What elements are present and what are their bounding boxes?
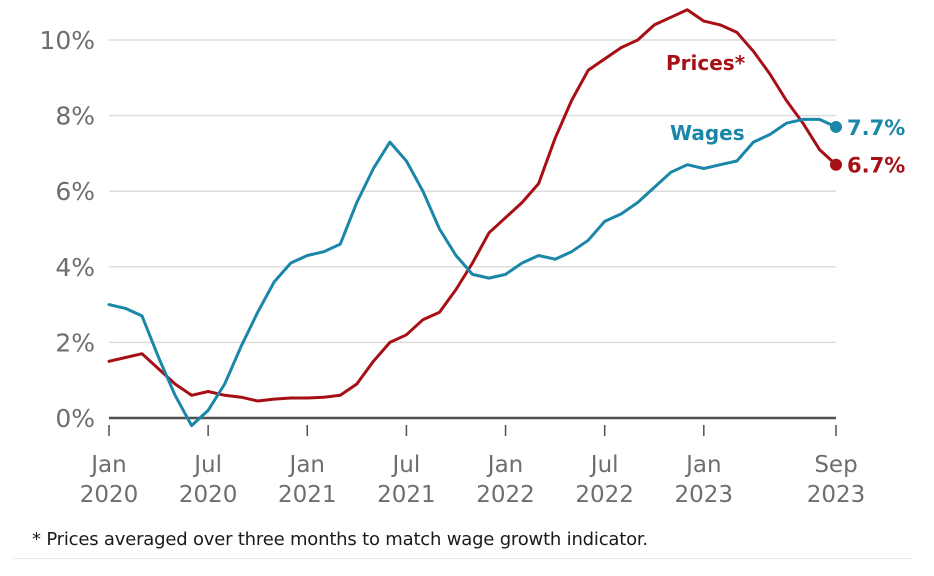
- gridlines: [109, 39, 836, 420]
- y-tick-label: 10%: [39, 26, 95, 55]
- x-tick-label-month: Jul: [391, 452, 421, 478]
- x-tick-label-month: Jan: [684, 452, 721, 478]
- x-tick-label-month: Jan: [288, 452, 325, 478]
- wages-end-value-label: 7.7%: [847, 116, 905, 140]
- bottom-divider: [13, 558, 912, 559]
- y-tick-label: 4%: [55, 253, 95, 282]
- prices-end-marker: [830, 158, 842, 171]
- wages-line: [107, 117, 838, 428]
- y-tick-label: 2%: [55, 328, 95, 357]
- x-tick-label-year: 2022: [476, 482, 535, 508]
- x-tick-label-year: 2023: [675, 482, 734, 508]
- y-tick-label: 8%: [55, 102, 95, 131]
- wages-series-label: Wages: [670, 121, 745, 145]
- y-tick-label: 0%: [55, 404, 95, 433]
- wages-end-marker: [830, 120, 842, 133]
- x-tick-label-year: 2020: [80, 482, 139, 508]
- y-tick-label: 6%: [55, 177, 95, 206]
- x-tick-label-year: 2022: [575, 482, 634, 508]
- x-tick-label-month: Jul: [589, 452, 619, 478]
- x-tick-label-month: Sep: [814, 452, 857, 478]
- series-labels: Prices* Wages: [666, 51, 746, 145]
- x-tick-label-year: 2021: [377, 482, 436, 508]
- prices-line: [107, 8, 838, 403]
- x-tick-label-year: 2023: [807, 482, 866, 508]
- x-tick-label-year: 2020: [179, 482, 238, 508]
- footnote: * Prices averaged over three months to m…: [32, 529, 648, 550]
- x-tick-label-month: Jan: [486, 452, 523, 478]
- prices-end-value-label: 6.7%: [847, 154, 905, 178]
- x-tick-label-month: Jul: [192, 452, 222, 478]
- x-axis: Jan 2020 Jul 2020 Jan 2021 Jul 2021 Jan 2022 Jul 20…: [80, 425, 866, 508]
- x-tick-label-year: 2021: [278, 482, 337, 508]
- series-lines: 6.7% 7.7%: [107, 8, 905, 428]
- y-axis: 0% 2% 4% 6% 8% 10%: [39, 26, 95, 433]
- prices-series-label: Prices*: [666, 51, 746, 75]
- x-tick-label-month: Jan: [89, 452, 126, 478]
